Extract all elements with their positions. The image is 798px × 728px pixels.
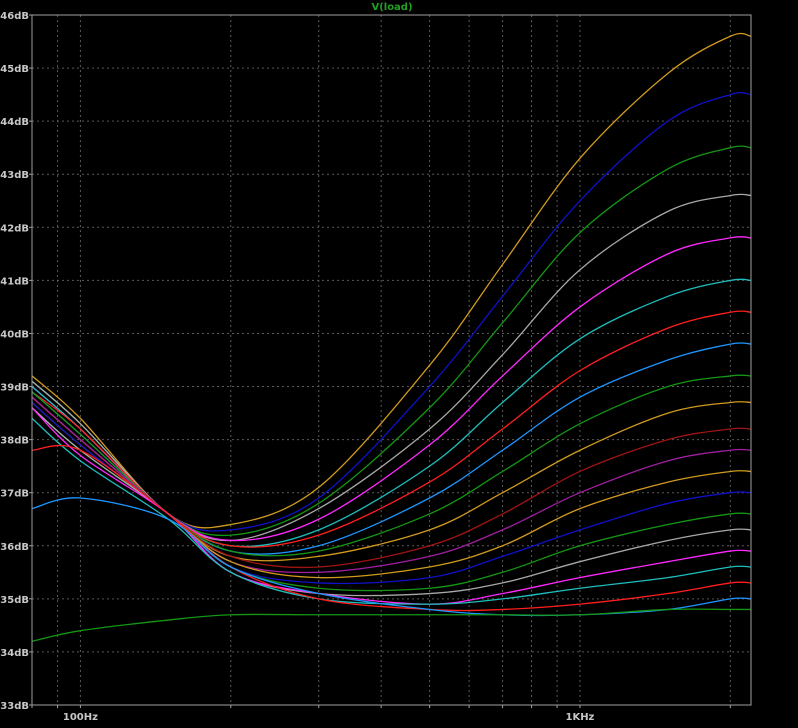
x-tick-label: 100Hz [63, 712, 98, 723]
trace-series-8 [31, 342, 752, 555]
trace-series-16 [31, 407, 752, 597]
traces [31, 32, 752, 642]
chart-title: V(load) [371, 2, 412, 13]
y-tick-label: 41dB [0, 276, 29, 287]
y-axis-ticks: 33dB 34dB 35dB 36dB 37dB 38dB 39dB 40dB 41dB 42dB… [0, 11, 32, 712]
trace-series-12 [31, 396, 752, 574]
y-tick-label: 45dB [0, 64, 29, 75]
trace-series-18 [31, 417, 752, 605]
plot-area-frame [31, 14, 752, 706]
trace-series-2 [31, 92, 752, 532]
y-tick-label: 42dB [0, 223, 29, 234]
y-tick-label: 46dB [0, 11, 29, 22]
y-tick-label: 40dB [0, 329, 29, 340]
trace-series-21 [31, 608, 751, 642]
trace-series-7 [31, 310, 752, 548]
y-tick-label: 43dB [0, 170, 29, 181]
trace-series-10 [31, 396, 752, 562]
y-tick-label: 44dB [0, 117, 29, 128]
y-tick-label: 36dB [0, 542, 29, 553]
trace-series-19 [31, 444, 752, 612]
trace-series-17 [31, 407, 752, 605]
grid [31, 14, 751, 706]
x-tick-label: 1KHz [565, 712, 594, 723]
y-tick-label: 33dB [0, 701, 29, 712]
y-tick-label: 35dB [0, 595, 29, 606]
trace-series-9 [31, 374, 752, 557]
y-tick-label: 37dB [0, 489, 29, 500]
trace-series-3 [31, 145, 752, 537]
trace-series-20 [31, 497, 752, 617]
y-tick-label: 38dB [0, 436, 29, 447]
y-tick-label: 34dB [0, 648, 29, 659]
trace-series-6 [31, 278, 752, 548]
y-tick-label: 39dB [0, 383, 29, 394]
x-axis-ticks: 100Hz 1KHz [31, 705, 731, 723]
